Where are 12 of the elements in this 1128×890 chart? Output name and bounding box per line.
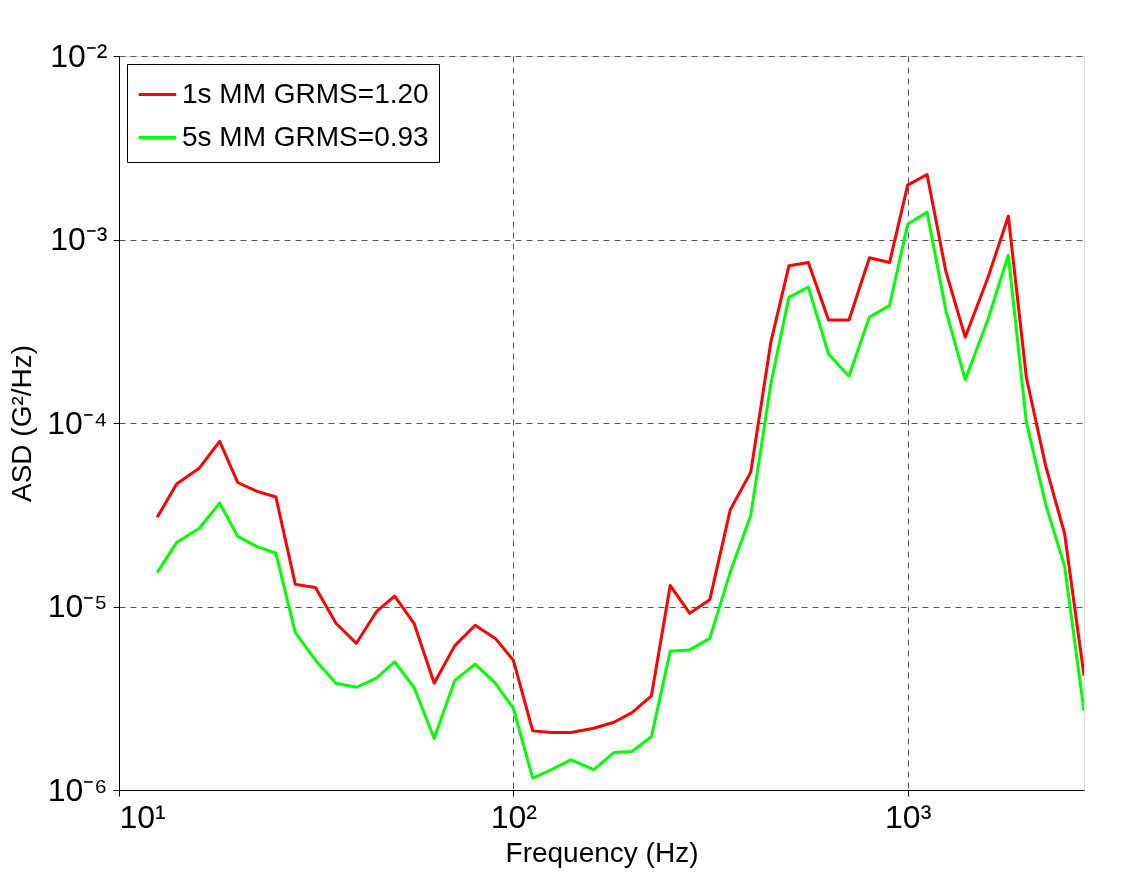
y-tick-label: 10⁻⁶ — [47, 771, 108, 808]
y-tick-label: 10⁻⁴ — [47, 404, 108, 441]
legend-label: 5s MM GRMS=0.93 — [182, 120, 429, 152]
y-axis-title: ASD (G²/Hz) — [6, 344, 38, 503]
y-tick-label: 10⁻² — [50, 37, 108, 74]
y-tick-label: 10⁻³ — [50, 221, 108, 257]
x-tick-label: 10¹ — [119, 798, 166, 835]
x-tick-label: 10² — [490, 798, 538, 835]
x-axis-title: Frequency (Hz) — [505, 836, 699, 868]
y-tick-label: 10⁻⁵ — [47, 588, 108, 624]
x-tick-label: 10³ — [885, 798, 932, 835]
legend-label: 1s MM GRMS=1.20 — [182, 77, 429, 109]
